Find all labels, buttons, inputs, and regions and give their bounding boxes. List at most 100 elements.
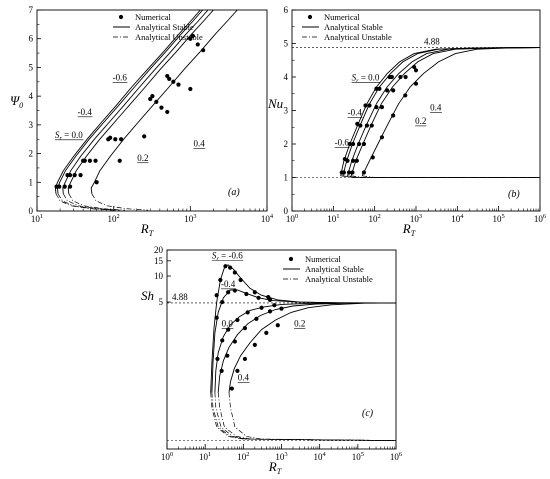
numerical-point: [226, 290, 231, 295]
unstable-line--0.6: [55, 193, 114, 211]
stable-line-0.2: [67, 10, 214, 194]
numerical-point: [167, 76, 172, 82]
numerical-point: [272, 303, 277, 308]
numerical-point: [345, 158, 350, 163]
numerical-point: [165, 109, 170, 115]
legend-marker-numerical: [307, 14, 313, 20]
stable-line-0.4: [361, 47, 540, 176]
x-tick-label: 104: [314, 451, 327, 462]
numerical-point: [252, 290, 257, 295]
numerical-point: [267, 297, 273, 302]
legend-entry: Numerical: [135, 12, 172, 22]
x-tick-label: 100: [161, 451, 173, 462]
numerical-point: [403, 74, 408, 80]
numerical-point: [350, 141, 356, 147]
stable-line--0.6: [54, 10, 201, 194]
x-tick-label: 101: [31, 213, 43, 224]
numerical-point: [220, 299, 225, 305]
y-tick-label: 3: [29, 120, 34, 130]
numerical-point: [57, 184, 62, 189]
numerical-point: [358, 123, 363, 128]
panel-label: (a): [228, 187, 240, 198]
x-tick-label: 101: [327, 213, 339, 224]
numerical-point: [346, 170, 352, 175]
numerical-point: [148, 96, 153, 102]
numerical-point: [195, 42, 200, 47]
numerical-point: [242, 326, 248, 331]
y-axis-label: Nu: [267, 96, 284, 111]
y-tick-label: 10: [154, 271, 164, 281]
numerical-point: [223, 264, 228, 269]
curve-label: -0.4: [348, 108, 363, 118]
numerical-point: [225, 353, 230, 358]
numerical-point: [78, 173, 83, 178]
numerical-point: [391, 113, 396, 118]
stable-line--0.4: [57, 10, 204, 194]
x-axis-label: RT: [268, 459, 282, 476]
unstable-line--0.4: [342, 175, 540, 178]
curve-label: 0.2: [415, 116, 426, 126]
numerical-point: [350, 170, 355, 175]
numerical-point: [219, 368, 224, 373]
numerical-point: [108, 135, 113, 140]
y-tick-label: 0: [284, 206, 289, 216]
unstable-line-0.2: [351, 175, 540, 178]
y-tick-label: 7: [29, 5, 34, 15]
numerical-point: [214, 293, 219, 298]
y-tick-label: 3: [284, 106, 289, 116]
numerical-point: [379, 135, 385, 140]
y-tick-label: 0: [29, 206, 34, 216]
unstable-line-0.2: [217, 392, 396, 441]
numerical-point: [94, 180, 99, 185]
y-tick-label: 4: [29, 91, 34, 101]
stable-line--0.4: [211, 289, 396, 393]
numerical-point: [364, 123, 370, 128]
numerical-point: [245, 310, 250, 315]
numerical-point: [259, 305, 264, 310]
stable-line--0.4: [342, 47, 540, 176]
numerical-point: [232, 339, 237, 344]
curve-label: -0.6: [335, 138, 350, 148]
curve-label: -0.6: [113, 72, 128, 82]
numerical-point: [118, 137, 124, 142]
legend-entry: Analytical Unstable: [305, 274, 373, 284]
numerical-point: [377, 86, 382, 91]
y-tick-label: 2: [284, 139, 289, 149]
legend-entry: Analytical Stable: [135, 22, 194, 32]
reference-line-label: 4.88: [172, 292, 188, 302]
numerical-point: [391, 88, 396, 93]
numerical-point: [367, 103, 372, 108]
x-axis-label: RT: [140, 221, 154, 238]
x-tick-label: 103: [184, 213, 196, 224]
chart-panel-2: 100 101 102 103 104 105 106 0 1 2 3 4 5 6 4.88 Sr = 0.0…: [267, 5, 547, 238]
curve-label: 0.2: [137, 153, 148, 163]
numerical-point: [264, 330, 269, 336]
numerical-point: [398, 74, 403, 80]
numerical-point: [374, 105, 379, 110]
numerical-point: [370, 155, 375, 160]
numerical-point: [62, 184, 67, 189]
curve-label: 0.4: [430, 103, 442, 113]
y-tick-label: 15: [154, 256, 164, 266]
unstable-line-0.4: [362, 175, 540, 178]
legend-marker-numerical: [118, 14, 124, 20]
y-tick-label: 2: [29, 149, 34, 159]
x-tick-label: 102: [108, 213, 120, 224]
numerical-point: [218, 277, 223, 283]
numerical-point: [385, 88, 390, 93]
curve-label: -0.4: [221, 279, 236, 289]
numerical-point: [87, 158, 93, 163]
legend-marker-numerical: [288, 256, 294, 262]
stable-line--0.6: [210, 264, 396, 393]
unstable-line-0.0: [214, 392, 396, 441]
chart-panel-1: 101 102 103 104 0 1 2 3 4 5 6 7 -0.6 -0.4 Sr = 0.0 0.4 0…: [10, 5, 274, 238]
legend-entry: Analytical Unstable: [135, 32, 203, 42]
x-tick-label: 106: [534, 213, 547, 224]
x-tick-label: 105: [493, 213, 505, 224]
stable-line-0.2: [350, 47, 540, 176]
